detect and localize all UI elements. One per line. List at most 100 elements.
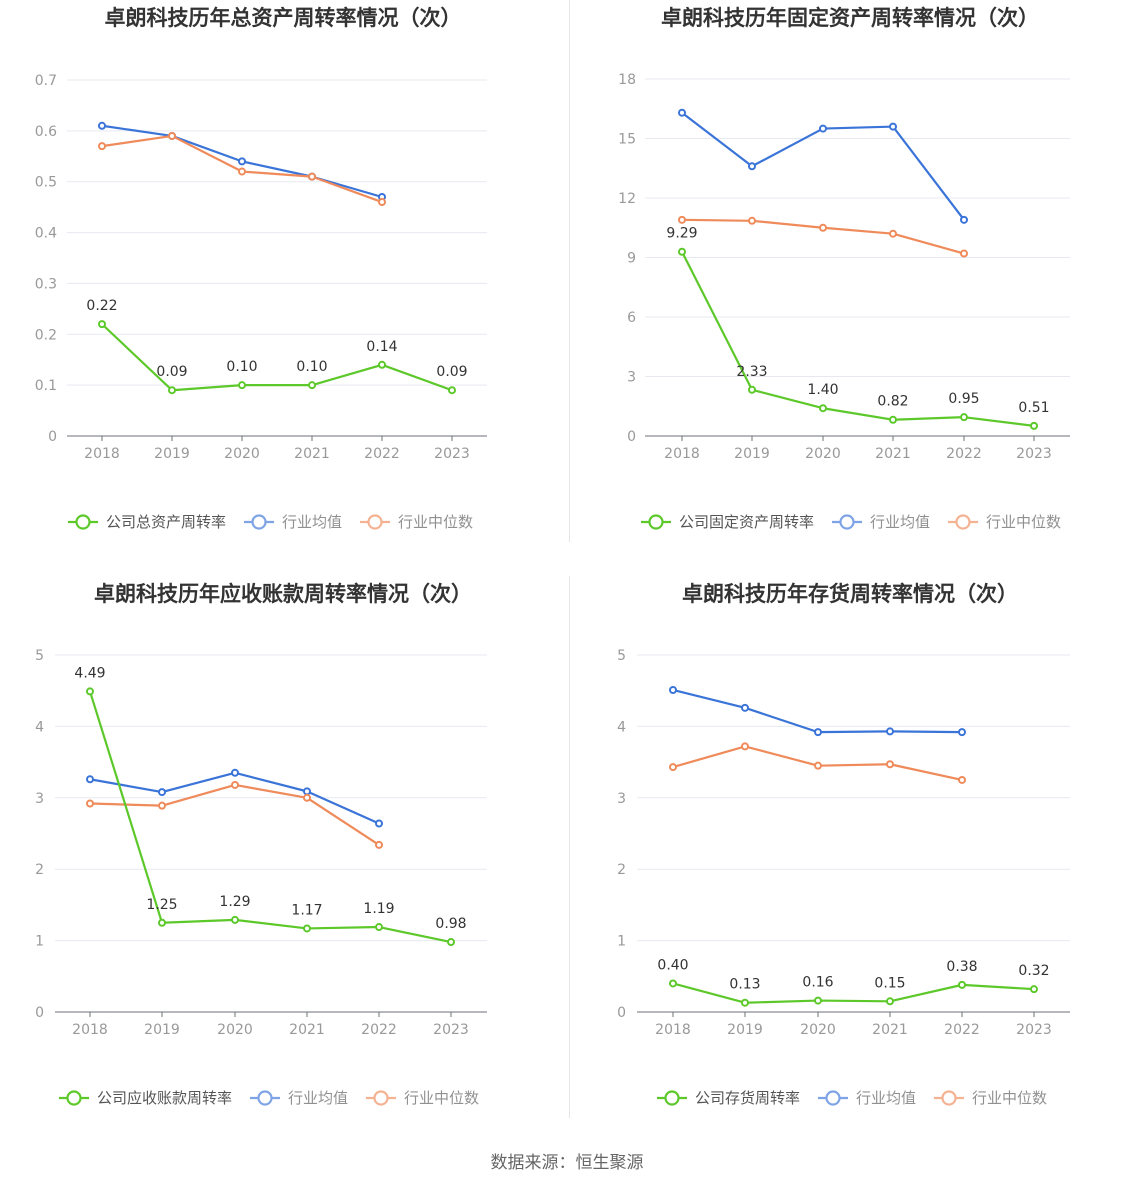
data-point-company[interactable] xyxy=(98,320,106,329)
data-point-industry-median[interactable] xyxy=(238,167,246,176)
data-point-industry-avg[interactable] xyxy=(669,685,677,694)
x-tick-label: 2022 xyxy=(361,1022,397,1038)
data-point-industry-median[interactable] xyxy=(678,215,686,224)
legend-item-company[interactable]: 公司应收账款周转率 xyxy=(59,1089,232,1107)
data-point-industry-avg[interactable] xyxy=(238,157,246,166)
y-tick-label: 6 xyxy=(627,310,636,326)
data-point-industry-median[interactable] xyxy=(748,216,756,225)
data-point-company[interactable] xyxy=(748,385,756,394)
legend-item-industry-avg[interactable]: 行业均值 xyxy=(832,513,930,531)
legend-item-industry-median[interactable]: 行业中位数 xyxy=(366,1089,479,1107)
y-tick-label: 0.2 xyxy=(35,327,57,343)
data-point-industry-avg[interactable] xyxy=(960,215,968,224)
data-point-industry-avg[interactable] xyxy=(98,121,106,130)
legend-marker xyxy=(941,1090,957,1106)
data-point-company[interactable] xyxy=(448,386,456,395)
data-point-industry-median[interactable] xyxy=(168,131,176,140)
data-point-company[interactable] xyxy=(86,687,94,696)
data-point-company[interactable] xyxy=(741,998,749,1007)
y-tick-label: 0 xyxy=(35,1005,44,1021)
data-point-company[interactable] xyxy=(238,381,246,390)
chart-title: 卓朗科技历年存货周转率情况（次） xyxy=(682,582,1018,606)
data-point-industry-median[interactable] xyxy=(958,775,966,784)
chart-svg: 卓朗科技历年总资产周转率情况（次） 0 0.1 0.2 0.3 0.4 0.5 0.6 0.7 2… xyxy=(35,6,487,531)
legend-item-company[interactable]: 公司总资产周转率 xyxy=(68,513,226,531)
data-point-company[interactable] xyxy=(960,413,968,422)
data-point-industry-median[interactable] xyxy=(378,198,386,207)
x-tick-label: 2023 xyxy=(1016,446,1052,462)
data-point-company[interactable] xyxy=(308,381,316,390)
data-source-note: 数据来源：恒生聚源 xyxy=(490,1153,644,1173)
data-point-industry-avg[interactable] xyxy=(303,787,311,796)
data-point-company[interactable] xyxy=(158,918,166,927)
data-point-industry-median[interactable] xyxy=(819,223,827,232)
data-point-company[interactable] xyxy=(375,923,383,932)
legend-label: 公司总资产周转率 xyxy=(106,513,226,531)
legend-item-industry-median[interactable]: 行业中位数 xyxy=(948,513,1061,531)
data-point-industry-median[interactable] xyxy=(231,780,239,789)
chart-svg: 卓朗科技历年固定资产周转率情况（次） 0 3 6 9 12 15 18 2018 2019 2020… xyxy=(618,6,1070,531)
data-point-industry-avg[interactable] xyxy=(748,162,756,171)
data-point-industry-median[interactable] xyxy=(814,761,822,770)
legend-label: 公司固定资产周转率 xyxy=(679,513,814,531)
data-point-company[interactable] xyxy=(958,980,966,989)
data-point-company[interactable] xyxy=(819,404,827,413)
data-point-industry-median[interactable] xyxy=(669,763,677,772)
data-point-company[interactable] xyxy=(1030,421,1038,430)
legend-item-industry-avg[interactable]: 行业均值 xyxy=(244,513,342,531)
data-point-industry-avg[interactable] xyxy=(158,788,166,797)
data-point-industry-median[interactable] xyxy=(308,172,316,181)
data-point-industry-avg[interactable] xyxy=(741,703,749,712)
legend-item-industry-avg[interactable]: 行业均值 xyxy=(818,1089,916,1107)
data-point-industry-avg[interactable] xyxy=(86,775,94,784)
data-point-industry-median[interactable] xyxy=(889,229,897,238)
data-point-company[interactable] xyxy=(447,938,455,947)
legend-label: 行业均值 xyxy=(288,1089,348,1107)
x-tick-label: 2020 xyxy=(805,446,841,462)
data-point-industry-median[interactable] xyxy=(375,840,383,849)
data-point-industry-median[interactable] xyxy=(98,142,106,151)
y-tick-label: 3 xyxy=(627,370,636,386)
legend-item-industry-avg[interactable]: 行业均值 xyxy=(250,1089,348,1107)
y-tick-label: 0.3 xyxy=(35,276,57,292)
x-tick-label: 2020 xyxy=(217,1022,253,1038)
data-point-industry-median[interactable] xyxy=(741,742,749,751)
data-point-industry-median[interactable] xyxy=(158,801,166,810)
data-point-company[interactable] xyxy=(231,915,239,924)
data-point-industry-avg[interactable] xyxy=(889,122,897,131)
data-point-company[interactable] xyxy=(303,924,311,933)
chart-svg: 卓朗科技历年应收账款周转率情况（次） 0 1 2 3 4 5 2018 2019 2020 2021… xyxy=(35,582,487,1107)
data-point-industry-median[interactable] xyxy=(86,799,94,808)
data-point-company[interactable] xyxy=(678,247,686,256)
data-point-industry-avg[interactable] xyxy=(819,124,827,133)
data-point-industry-avg[interactable] xyxy=(375,819,383,828)
x-tick-label: 2020 xyxy=(800,1022,836,1038)
data-point-industry-avg[interactable] xyxy=(958,728,966,737)
data-point-industry-median[interactable] xyxy=(886,760,894,769)
data-point-industry-avg[interactable] xyxy=(814,728,822,737)
data-point-company[interactable] xyxy=(378,360,386,369)
data-point-industry-avg[interactable] xyxy=(231,768,239,777)
chart-title: 卓朗科技历年总资产周转率情况（次） xyxy=(105,6,462,30)
x-tick-label: 2019 xyxy=(727,1022,763,1038)
legend-marker xyxy=(66,1090,82,1106)
data-point-industry-median[interactable] xyxy=(303,793,311,802)
data-point-company[interactable] xyxy=(886,997,894,1006)
data-label: 0.15 xyxy=(874,975,905,991)
data-point-company[interactable] xyxy=(669,979,677,988)
data-point-company[interactable] xyxy=(168,386,176,395)
chart-svg: 卓朗科技历年存货周转率情况（次） 0 1 2 3 4 5 2018 2019 2020 2021 20… xyxy=(617,582,1070,1107)
legend-item-industry-median[interactable]: 行业中位数 xyxy=(360,513,473,531)
data-point-company[interactable] xyxy=(1030,985,1038,994)
legend-item-company[interactable]: 公司固定资产周转率 xyxy=(641,513,814,531)
y-tick-label: 0 xyxy=(48,429,57,445)
legend-item-company[interactable]: 公司存货周转率 xyxy=(657,1089,800,1107)
data-point-company[interactable] xyxy=(814,996,822,1005)
data-point-company[interactable] xyxy=(889,415,897,424)
data-point-industry-avg[interactable] xyxy=(886,727,894,736)
legend-item-industry-median[interactable]: 行业中位数 xyxy=(934,1089,1047,1107)
legend-label: 行业均值 xyxy=(856,1089,916,1107)
data-point-industry-median[interactable] xyxy=(960,249,968,258)
data-point-industry-avg[interactable] xyxy=(678,108,686,117)
x-tick-label: 2023 xyxy=(433,1022,469,1038)
